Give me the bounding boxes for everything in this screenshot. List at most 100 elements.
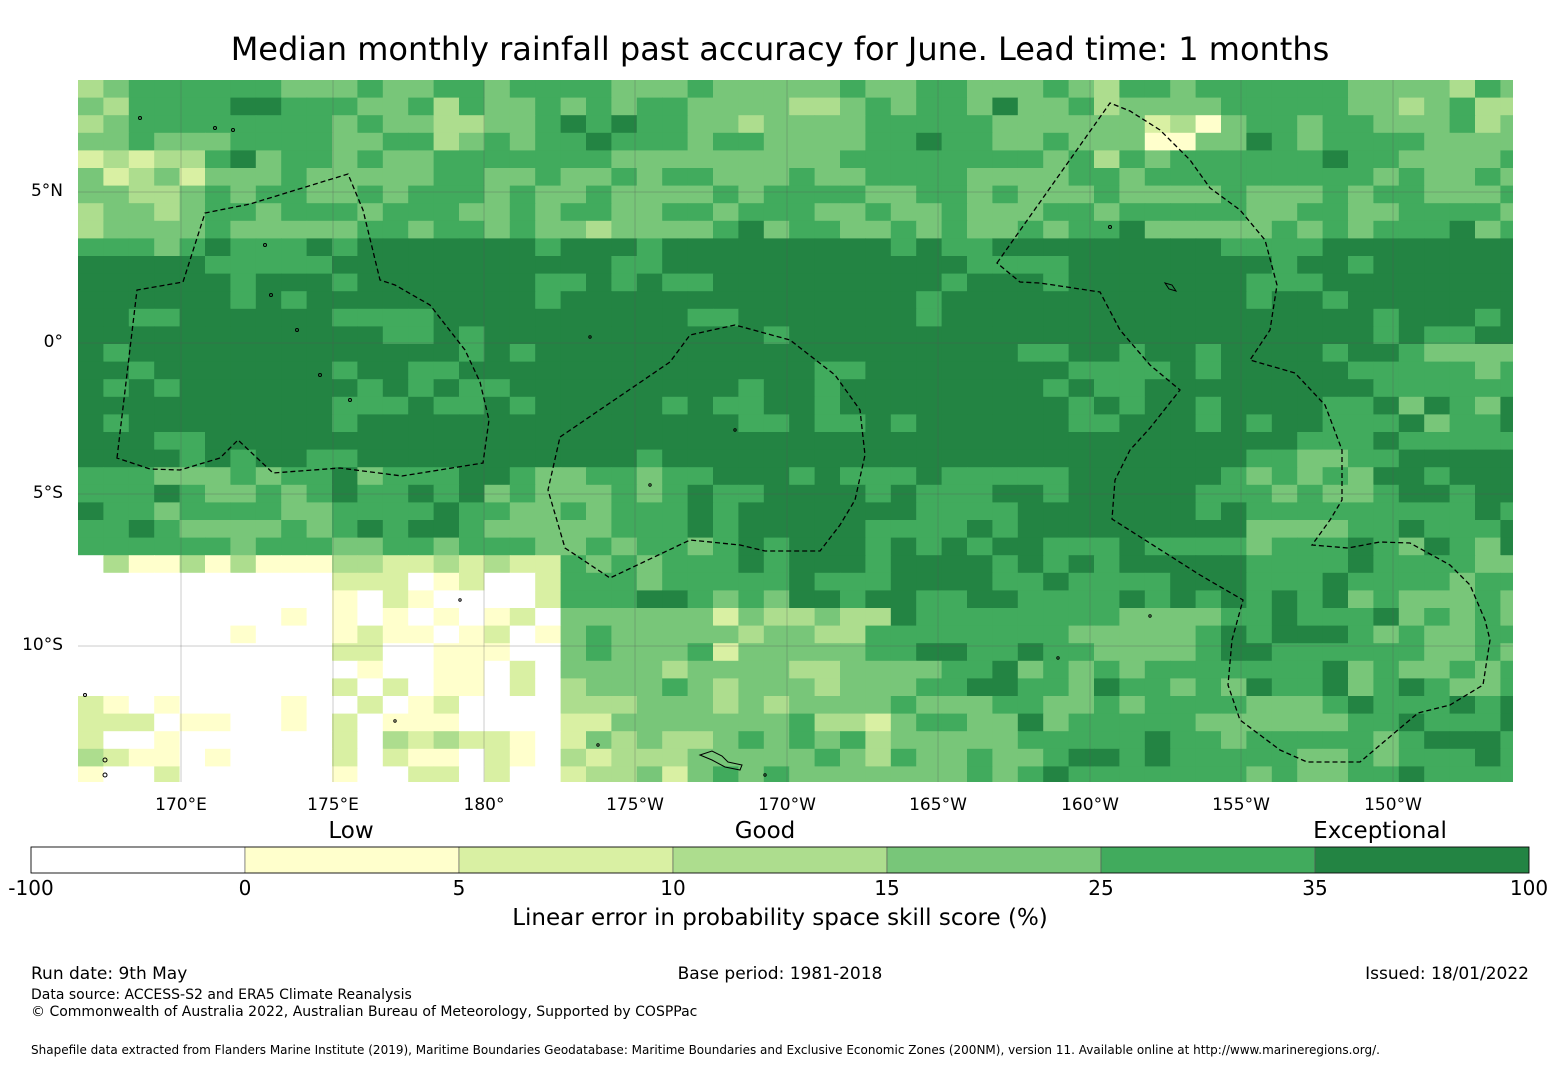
raster-cell — [1297, 748, 1324, 767]
raster-cell — [1297, 608, 1324, 627]
raster-cell — [1271, 449, 1298, 468]
raster-cell — [992, 643, 1019, 662]
raster-cell — [332, 660, 358, 679]
raster-cell — [535, 432, 562, 451]
raster-cell — [1246, 696, 1273, 715]
raster-cell — [154, 590, 181, 609]
raster-cell — [967, 115, 993, 134]
raster-cell — [814, 344, 841, 363]
raster-cell — [535, 414, 562, 433]
raster-cell — [1297, 590, 1324, 609]
raster-cell — [1170, 537, 1197, 556]
raster-cell — [967, 97, 993, 116]
raster-cell — [1424, 132, 1451, 151]
raster-cell — [332, 308, 358, 327]
raster-cell — [484, 713, 511, 732]
raster-cell — [662, 713, 689, 732]
raster-cell — [1068, 748, 1095, 767]
raster-cell — [357, 326, 384, 345]
raster-cell — [1144, 115, 1171, 134]
raster-cell — [1119, 308, 1146, 327]
raster-cell — [1398, 696, 1425, 715]
raster-cell — [357, 696, 384, 715]
raster-cell — [763, 713, 790, 732]
raster-cell — [789, 660, 816, 679]
colorbar-tick-label: 100 — [1509, 876, 1549, 900]
raster-cell — [382, 132, 409, 151]
raster-cell — [230, 291, 257, 310]
raster-cell — [763, 344, 790, 363]
raster-cell — [1424, 273, 1451, 292]
raster-cell — [662, 414, 689, 433]
raster-cell — [916, 502, 943, 521]
raster-cell — [713, 150, 739, 169]
raster-cell — [357, 132, 384, 151]
raster-cell — [205, 220, 231, 239]
raster-cell — [408, 238, 435, 257]
raster-cell — [357, 784, 383, 802]
raster-cell — [1449, 660, 1476, 679]
raster-cell — [967, 432, 993, 451]
raster-cell — [738, 502, 765, 521]
raster-cell — [636, 238, 663, 257]
raster-cell — [433, 379, 460, 398]
raster-cell — [1195, 572, 1222, 591]
raster-cell — [1424, 748, 1451, 767]
raster-cell — [840, 449, 866, 468]
raster-cell — [154, 344, 181, 363]
raster-cell — [1373, 520, 1400, 539]
raster-cell — [459, 748, 485, 767]
raster-cell — [941, 256, 968, 275]
raster-cell — [1424, 379, 1451, 398]
raster-cell — [1500, 731, 1513, 750]
raster-cell — [738, 308, 765, 327]
raster-cell — [408, 344, 435, 363]
raster-cell — [738, 590, 765, 609]
raster-cell — [1526, 661, 1552, 679]
raster-cell — [382, 537, 409, 556]
raster-cell — [255, 432, 282, 451]
raster-cell — [306, 185, 333, 204]
raster-cell — [154, 203, 181, 222]
raster-cell — [1017, 291, 1044, 310]
raster-cell — [484, 80, 511, 99]
raster-cell — [662, 379, 689, 398]
raster-cell — [154, 625, 181, 644]
raster-cell — [459, 291, 485, 310]
raster-cell — [1449, 361, 1476, 380]
raster-cell — [1144, 608, 1171, 627]
raster-cell — [1424, 396, 1451, 415]
raster-cell — [357, 273, 384, 292]
raster-cell — [840, 291, 866, 310]
raster-cell — [306, 168, 333, 187]
raster-cell — [840, 608, 866, 627]
raster-cell — [1449, 555, 1476, 574]
raster-cell — [306, 379, 333, 398]
raster-cell — [840, 132, 866, 151]
raster-cell — [1500, 326, 1513, 345]
raster-cell — [611, 150, 638, 169]
raster-cell — [713, 273, 739, 292]
raster-cell — [763, 432, 790, 451]
raster-cell — [459, 572, 485, 591]
raster-cell — [1094, 643, 1120, 662]
raster-cell — [763, 132, 790, 151]
raster-cell — [1144, 238, 1171, 257]
raster-cell — [1246, 572, 1273, 591]
raster-cell — [281, 379, 308, 398]
raster-cell — [255, 748, 282, 767]
raster-cell — [357, 537, 384, 556]
raster-cell — [1170, 555, 1197, 574]
raster-cell — [382, 467, 409, 486]
raster-cell — [509, 379, 536, 398]
raster-cell — [230, 660, 257, 679]
raster-cell — [865, 678, 892, 697]
raster-cell — [865, 537, 892, 556]
raster-cell — [484, 748, 511, 767]
raster-cell — [1424, 238, 1451, 257]
raster-cell — [1068, 379, 1095, 398]
raster-cell — [1271, 572, 1298, 591]
raster-cell — [1144, 590, 1171, 609]
raster-cell — [1424, 291, 1451, 310]
raster-cell — [1526, 309, 1552, 327]
